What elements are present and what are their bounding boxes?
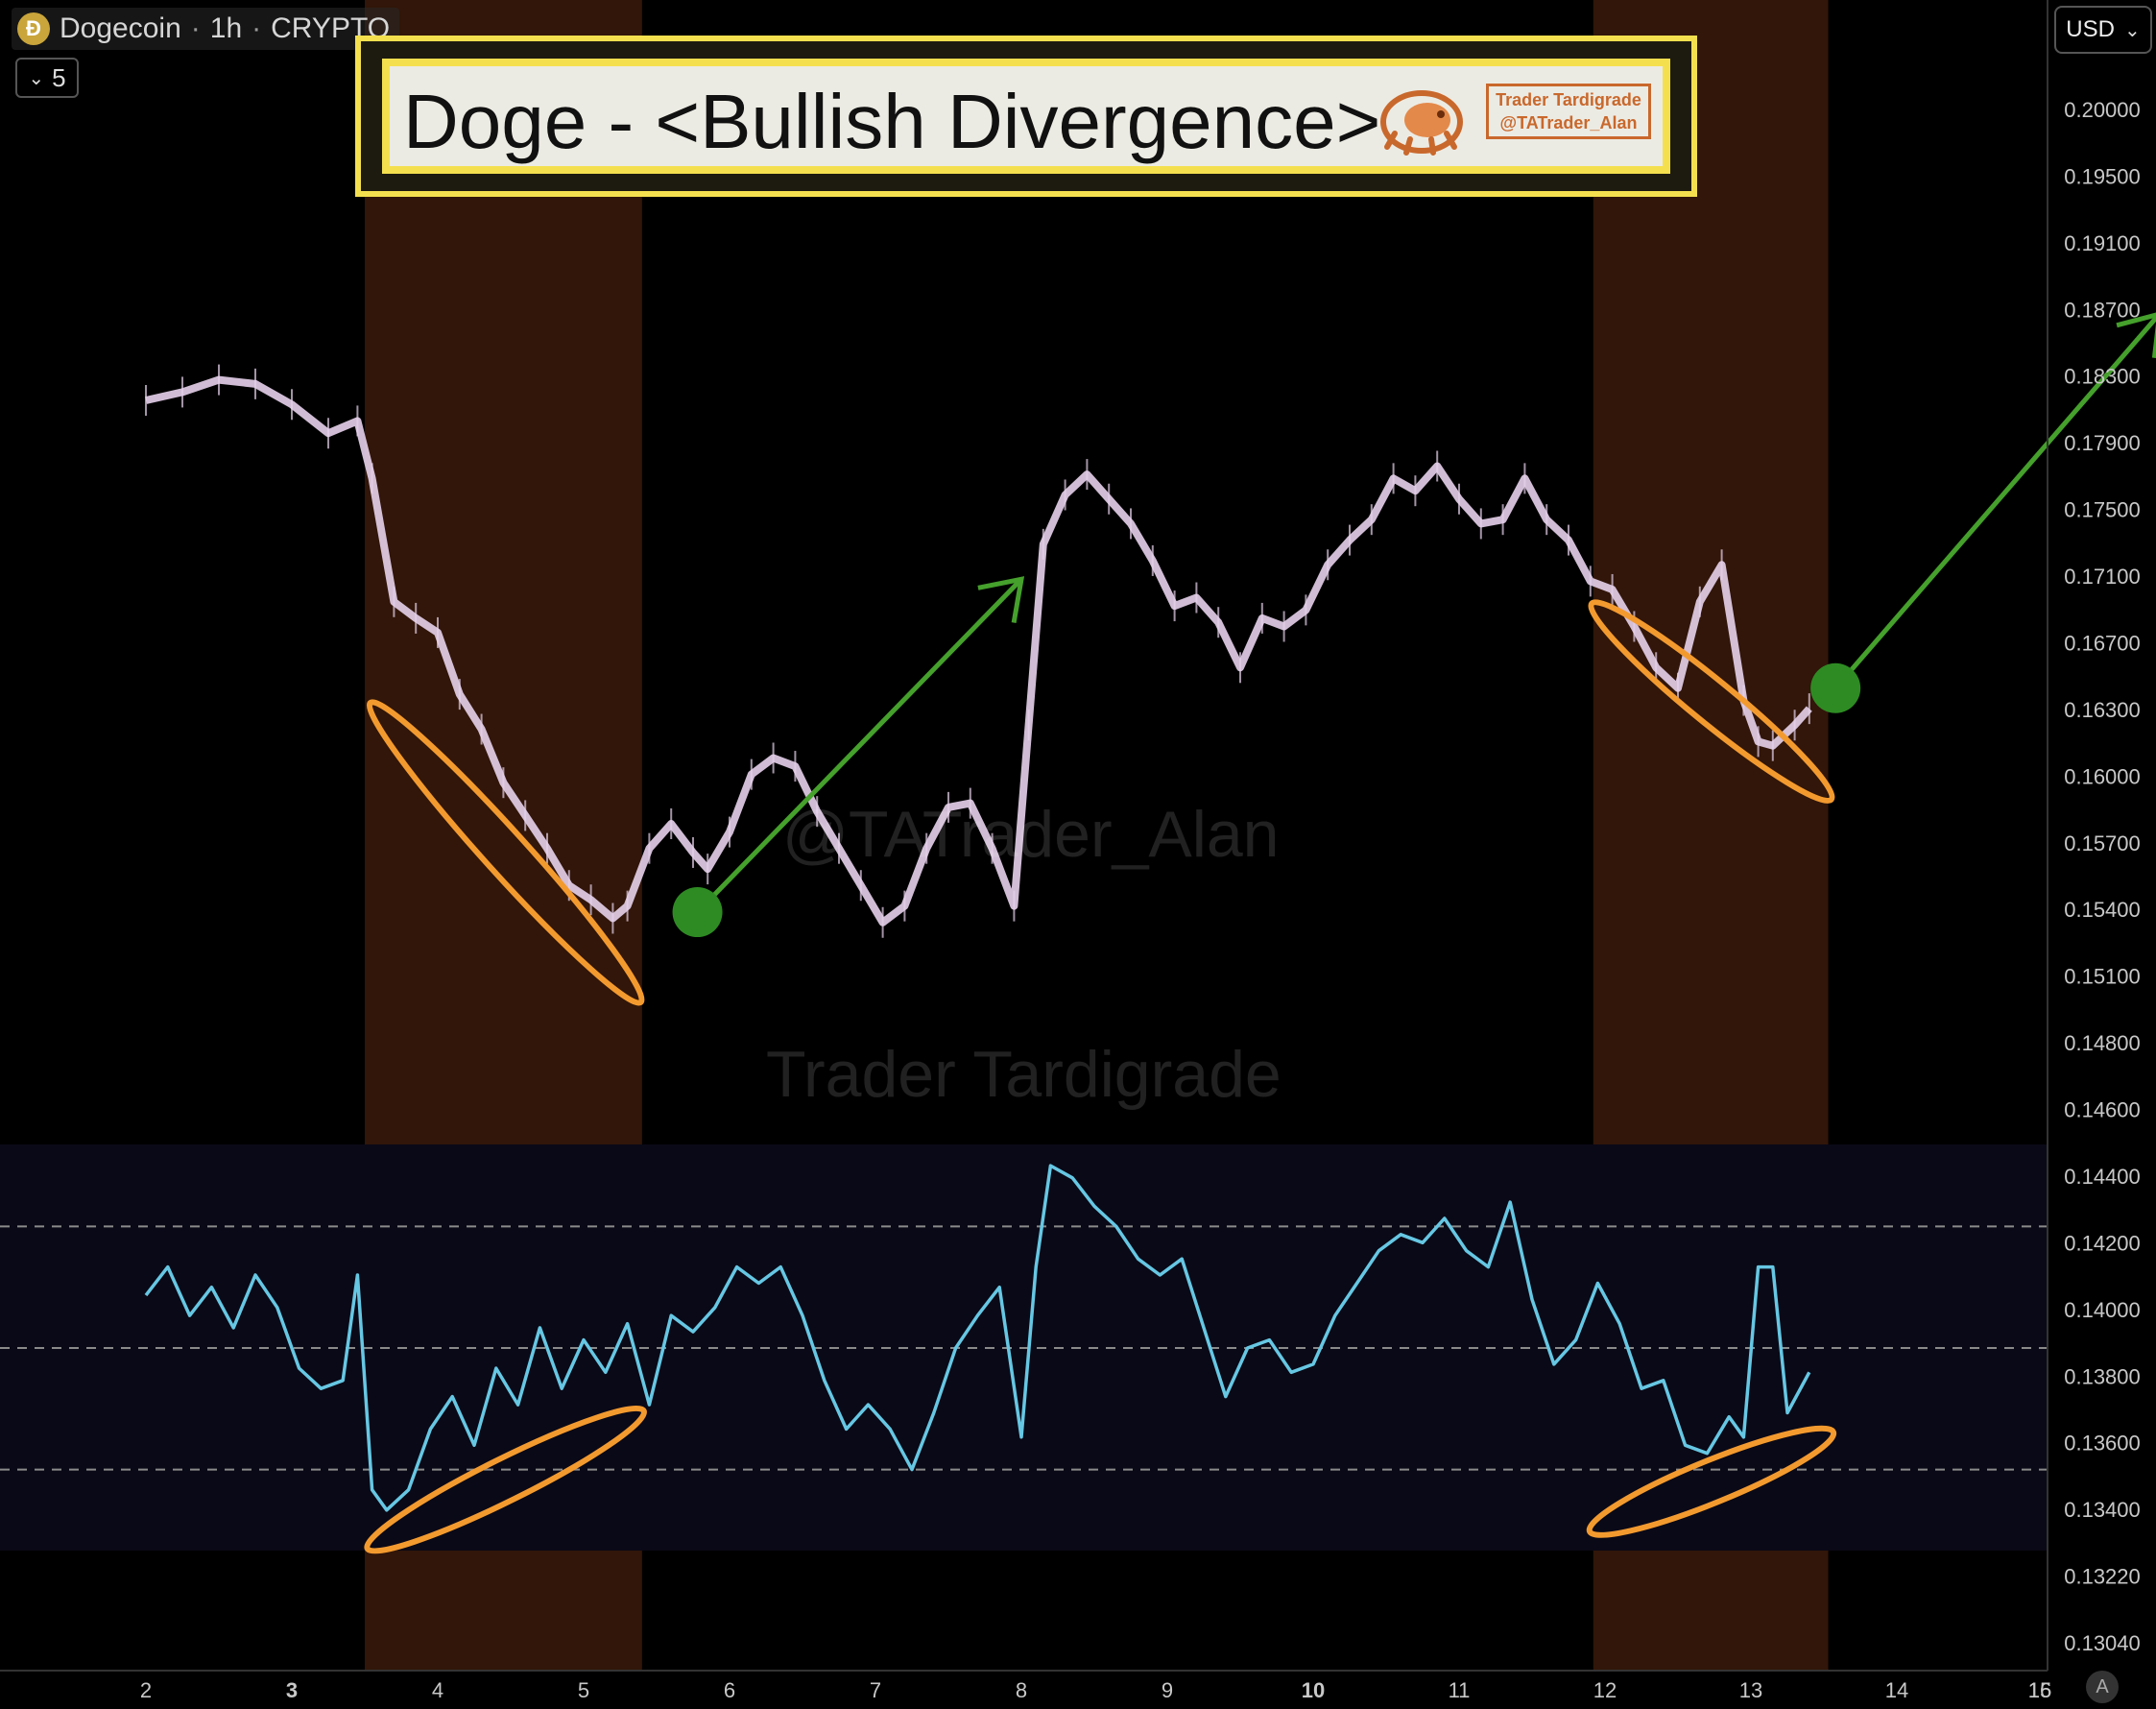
divergence-ellipse: [1586, 1425, 1837, 1538]
signal-dot: [1810, 662, 1861, 713]
chevron-down-icon: ⌄: [2123, 19, 2141, 41]
time-axis-tick: 16: [2028, 1678, 2051, 1702]
separator-dot: ·: [190, 12, 201, 44]
time-axis-tick: 7: [870, 1678, 881, 1702]
time-axis-tick: 8: [1016, 1678, 1027, 1702]
logo-line-1: Trader Tardigrade: [1496, 90, 1641, 109]
divergence-ellipse: [366, 699, 645, 1006]
time-axis-tick: 9: [1162, 1678, 1173, 1702]
price-axis-tick: 0.17500: [2064, 498, 2141, 522]
price-axis-tick: 0.13040: [2064, 1631, 2141, 1655]
price-axis-tick: 0.18300: [2064, 365, 2141, 389]
logo-text-box: Trader Tardigrade @TATrader_Alan: [1486, 84, 1651, 139]
time-axis-tick: 4: [432, 1678, 443, 1702]
projection-arrow: [695, 577, 1023, 914]
price-axis-tick: 0.19100: [2064, 231, 2141, 255]
price-axis-tick: 0.13800: [2064, 1364, 2141, 1388]
price-axis-tick: 0.14800: [2064, 1031, 2141, 1055]
price-axis-tick: 0.14400: [2064, 1165, 2141, 1189]
watermark-handle: @TATrader_Alan: [782, 798, 1280, 871]
watermark-brand: Trader Tardigrade: [766, 1038, 1282, 1111]
title-annotation: Doge - <Bullish Divergence> Trader Tardi…: [355, 36, 1697, 197]
dogecoin-icon: Ð: [17, 12, 50, 45]
price-axis-tick: 0.14200: [2064, 1231, 2141, 1255]
price-axis-tick: 0.18700: [2064, 298, 2141, 322]
price-axis-tick: 0.13600: [2064, 1432, 2141, 1456]
time-axis-tick: 12: [1593, 1678, 1617, 1702]
time-axis-tick: 14: [1885, 1678, 1908, 1702]
currency-label: USD: [2066, 16, 2115, 42]
price-axis-tick: 0.20000: [2064, 98, 2141, 122]
price-axis-tick: 0.15400: [2064, 898, 2141, 922]
divergence-ellipse: [364, 1405, 648, 1554]
auto-scale-button[interactable]: A: [2086, 1671, 2119, 1703]
price-axis-tick: 0.16700: [2064, 631, 2141, 655]
price-axis-tick: 0.13220: [2064, 1565, 2141, 1589]
separator-dot: ·: [252, 12, 262, 44]
price-axis-tick: 0.15700: [2064, 831, 2141, 855]
time-axis-tick: 13: [1739, 1678, 1762, 1702]
time-axis-tick: 11: [1449, 1678, 1471, 1702]
time-axis-tick: 15: [2028, 1678, 2051, 1702]
time-axis-tick: 6: [724, 1678, 735, 1702]
symbol-name: Dogecoin: [60, 12, 181, 44]
currency-select[interactable]: USD ⌄: [2054, 6, 2152, 54]
oscillator-line: [144, 1164, 1811, 1512]
price-axis-tick: 0.13400: [2064, 1498, 2141, 1522]
title-inner: Doge - <Bullish Divergence> Trader Tardi…: [382, 59, 1670, 174]
arrow-head: [2116, 312, 2156, 358]
price-axis-tick: 0.19500: [2064, 164, 2141, 188]
time-axis-tick: 2: [140, 1678, 152, 1702]
signal-dot: [672, 887, 723, 938]
price-axis-tick: 0.14600: [2064, 1098, 2141, 1122]
time-axis-tick: 3: [286, 1678, 298, 1702]
indicator-count: 5: [52, 62, 66, 92]
tardigrade-logo-icon: [1380, 90, 1463, 156]
arrow-head: [977, 576, 1025, 623]
projection-arrow: [1833, 314, 2156, 690]
chart-title: Doge - <Bullish Divergence>: [403, 79, 1381, 164]
time-axis-tick: 10: [1302, 1678, 1325, 1702]
price-axis-tick: 0.17900: [2064, 431, 2141, 455]
price-axis-tick: 0.16300: [2064, 698, 2141, 722]
symbol-header[interactable]: Ð Dogecoin · 1h · CRYPTO: [12, 8, 400, 50]
chevron-down-icon: ⌄: [28, 67, 45, 89]
price-line: [145, 375, 1812, 927]
time-axis-tick: 5: [578, 1678, 589, 1702]
logo-line-2: @TATrader_Alan: [1499, 113, 1638, 132]
price-axis-tick: 0.17100: [2064, 565, 2141, 589]
price-axis-tick: 0.16000: [2064, 764, 2141, 788]
divergence-ellipse: [1588, 599, 1835, 805]
interval-label[interactable]: 1h: [209, 12, 243, 44]
price-axis-tick: 0.14000: [2064, 1298, 2141, 1322]
price-axis-tick: 0.15100: [2064, 965, 2141, 989]
indicators-toggle[interactable]: ⌄ 5: [15, 58, 79, 98]
